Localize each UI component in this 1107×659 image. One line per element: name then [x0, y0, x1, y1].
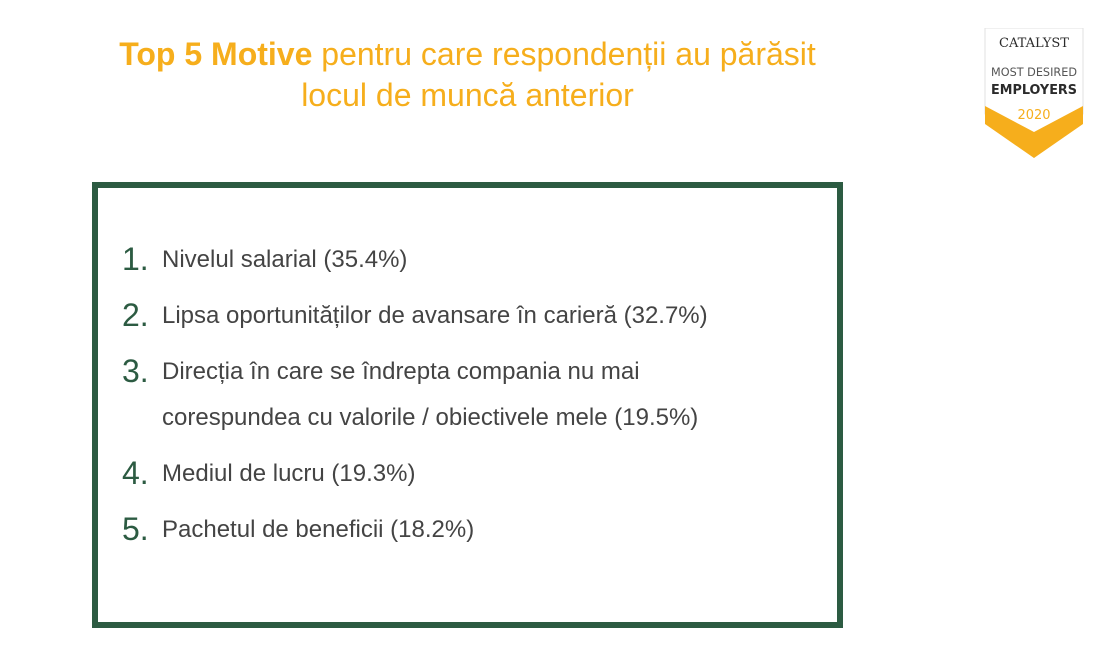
reason-item-3: 3. Direcția în care se îndrepta compania… — [122, 352, 762, 441]
reason-item-5: 5. Pachetul de beneficii (18.2%) — [122, 510, 762, 553]
reason-item-2: 2. Lipsa oportunităților de avansare în … — [122, 296, 762, 339]
reason-item-4: 4. Mediul de lucru (19.3%) — [122, 454, 762, 497]
reason-number: 4. — [122, 455, 149, 491]
reason-text: Lipsa oportunităților de avansare în car… — [162, 302, 708, 329]
reason-number: 1. — [122, 241, 149, 277]
reason-text: Nivelul salarial (35.4%) — [162, 246, 408, 273]
catalyst-badge-logo: CATALYST MOST DESIRED EMPLOYERS 2020 — [984, 28, 1084, 158]
badge-year: 2020 — [1017, 108, 1050, 123]
reason-number: 3. — [122, 353, 149, 389]
reasons-list: 1. Nivelul salarial (35.4%) 2. Lipsa opo… — [122, 240, 762, 566]
reason-text: Direcția în care se îndrepta compania nu… — [162, 358, 699, 431]
badge-line1: MOST DESIRED — [991, 65, 1077, 79]
reason-text: Pachetul de beneficii (18.2%) — [162, 516, 475, 543]
reason-item-1: 1. Nivelul salarial (35.4%) — [122, 240, 762, 283]
title-bold: Top 5 Motive — [119, 36, 313, 72]
reason-text: Mediul de lucru (19.3%) — [162, 460, 416, 487]
title-rest: pentru care respondenții au părăsit — [312, 36, 816, 72]
badge-brand: CATALYST — [999, 36, 1069, 51]
reasons-frame: 1. Nivelul salarial (35.4%) 2. Lipsa opo… — [92, 182, 843, 628]
page-title: Top 5 Motive pentru care respondenții au… — [0, 34, 935, 116]
reason-number: 2. — [122, 297, 149, 333]
reason-number: 5. — [122, 511, 149, 547]
badge-line2: EMPLOYERS — [991, 82, 1077, 98]
title-line2: locul de muncă anterior — [301, 77, 634, 113]
